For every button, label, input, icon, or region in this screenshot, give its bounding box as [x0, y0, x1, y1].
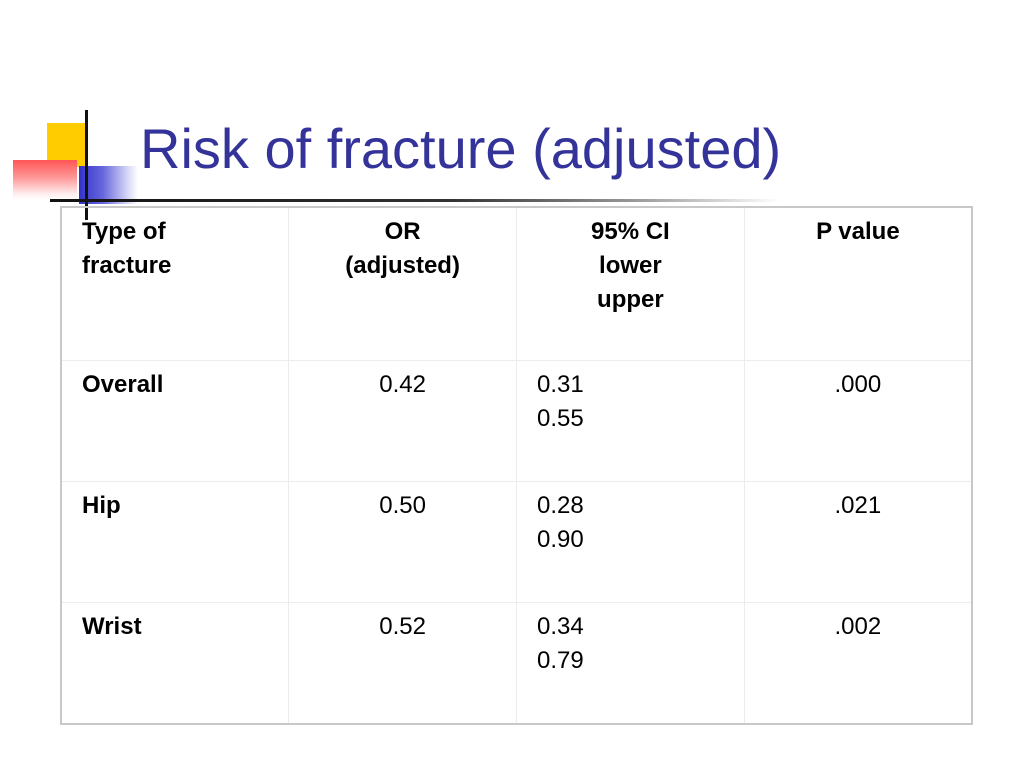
or-cell: 0.52	[288, 602, 517, 725]
p-value-cell: .000	[743, 360, 973, 482]
header-text-line: 95% CI	[591, 218, 670, 245]
table-row: Overall 0.42 0.31 0.55 .000	[60, 360, 973, 482]
fracture-type-cell: Overall	[60, 360, 290, 482]
ci-upper-value: 0.55	[537, 405, 584, 432]
fracture-risk-table: Type of fracture OR (adjusted) 95% CI lo…	[60, 206, 973, 725]
header-or-adjusted: OR (adjusted)	[288, 206, 517, 361]
header-text-line: P value	[816, 218, 900, 245]
ci-lower-value: 0.28	[537, 492, 584, 519]
header-95-ci: 95% CI lower upper	[516, 206, 745, 361]
ci-cell: 0.31 0.55	[516, 360, 745, 482]
decor-yellow-square	[47, 123, 85, 167]
header-text-line: (adjusted)	[345, 252, 460, 279]
decor-red-square	[13, 160, 77, 200]
header-text-line: Type of	[82, 218, 166, 245]
ci-upper-value: 0.90	[537, 526, 584, 553]
ci-cell: 0.34 0.79	[516, 602, 745, 725]
or-cell: 0.42	[288, 360, 517, 482]
header-text-line: OR	[384, 218, 421, 245]
ci-upper-value: 0.79	[537, 647, 584, 674]
ci-lower-value: 0.31	[537, 371, 584, 398]
p-value-cell: .021	[743, 481, 973, 603]
decor-blue-square	[79, 166, 138, 204]
p-value-cell: .002	[743, 602, 973, 725]
header-text-line: lower	[599, 252, 662, 279]
ci-cell: 0.28 0.90	[516, 481, 745, 603]
slide-title: Risk of fracture (adjusted)	[140, 117, 782, 180]
title-underline-rule	[50, 199, 780, 202]
ci-lower-value: 0.34	[537, 613, 584, 640]
table-row: Wrist 0.52 0.34 0.79 .002	[60, 602, 973, 725]
header-text-line: upper	[597, 286, 664, 313]
header-text-line: fracture	[82, 252, 172, 279]
fracture-type-cell: Wrist	[60, 602, 290, 725]
or-cell: 0.50	[288, 481, 517, 603]
header-p-value: P value	[743, 206, 973, 361]
fracture-type-cell: Hip	[60, 481, 290, 603]
table-row: Hip 0.50 0.28 0.90 .021	[60, 481, 973, 603]
decor-vertical-rule	[85, 110, 88, 220]
table-header-row: Type of fracture OR (adjusted) 95% CI lo…	[60, 206, 973, 361]
header-type-of-fracture: Type of fracture	[60, 206, 290, 361]
